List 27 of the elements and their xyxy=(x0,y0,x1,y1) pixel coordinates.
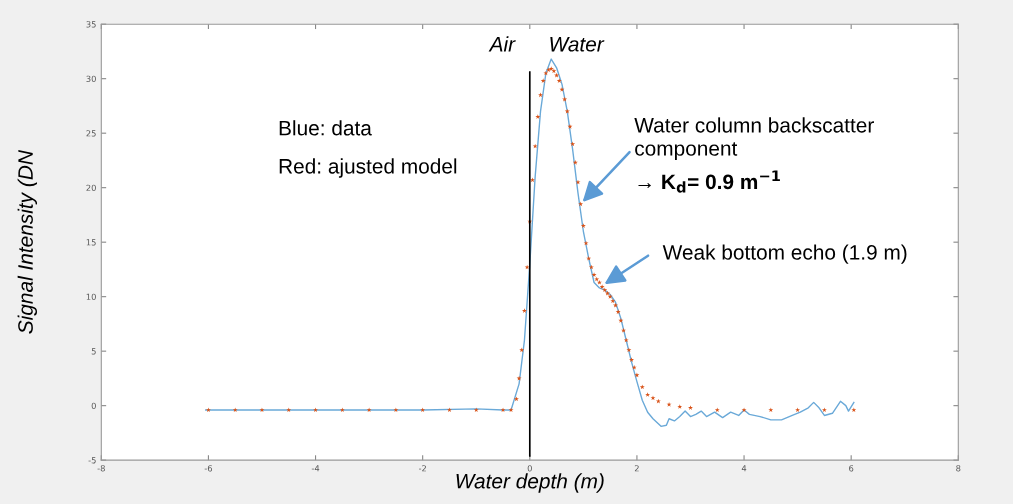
y-tick-label: 10 xyxy=(86,293,96,300)
annotation: Water column backscatter component xyxy=(634,117,874,160)
x-tick-label: -4 xyxy=(311,465,320,472)
x-tick-label: 0 xyxy=(527,465,532,472)
y-tick-label: 30 xyxy=(86,75,96,82)
x-tick-label: 8 xyxy=(956,465,961,472)
y-tick-label: 25 xyxy=(86,130,96,137)
y-axis-title: Signal Intensity (DN xyxy=(17,150,38,334)
x-tick-label: -6 xyxy=(204,465,213,472)
x-axis-title: Water depth (m) xyxy=(456,473,604,493)
annotation: Red: ajusted model xyxy=(279,158,457,178)
x-tick-label: 6 xyxy=(849,465,854,472)
y-tick-label: 15 xyxy=(86,239,96,246)
y-tick-label: 0 xyxy=(91,402,96,409)
x-tick-label: -2 xyxy=(418,465,426,472)
annotation: Blue: data xyxy=(279,120,372,136)
y-tick-label: 20 xyxy=(86,184,96,191)
x-tick-label: 4 xyxy=(741,465,747,472)
x-tick-label: -8 xyxy=(97,465,105,472)
y-tick-label: 35 xyxy=(86,21,96,28)
annotation: Water xyxy=(550,37,605,52)
annotation: → K$_{d}$= 0.9 m$^{−1}$ xyxy=(638,170,780,193)
annotation: Air xyxy=(488,36,516,52)
y-tick-label: 5 xyxy=(91,348,96,355)
annotation: Weak bottom echo (1.9 m) xyxy=(662,244,907,264)
x-tick-label: 2 xyxy=(634,465,639,472)
y-tick-label: -5 xyxy=(88,457,96,464)
